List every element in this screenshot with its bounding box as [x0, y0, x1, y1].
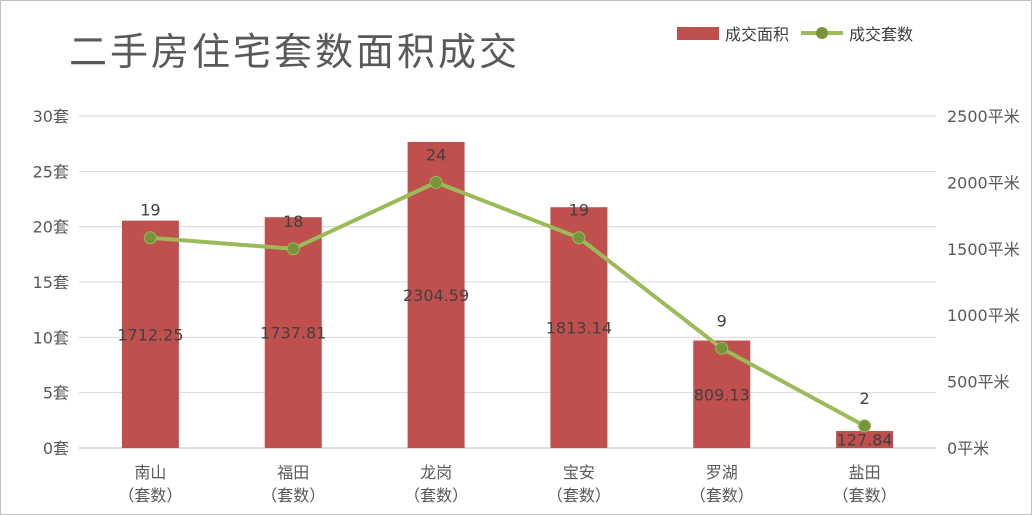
bar-value-label: 1813.14	[546, 319, 612, 338]
y-right-tick-label: 500平米	[947, 373, 1010, 392]
x-tick-label: 盐田	[849, 463, 881, 482]
legend-label-area: 成交面积	[725, 25, 790, 44]
y-right-tick-label: 1000平米	[947, 306, 1020, 325]
bar	[264, 217, 322, 448]
x-tick-sublabel: （套数）	[547, 486, 611, 505]
count-marker	[286, 242, 300, 256]
x-tick-sublabel: （套数）	[261, 486, 325, 505]
legend: 成交面积 成交套数	[677, 21, 925, 45]
count-value-label: 18	[283, 212, 303, 231]
legend-label-count: 成交套数	[849, 25, 914, 44]
y-left-tick-label: 10套	[33, 328, 69, 347]
x-tick-label: 南山	[134, 463, 166, 482]
y-left-tick-label: 5套	[43, 384, 69, 403]
bar-value-label: 1737.81	[260, 324, 326, 343]
count-value-label: 24	[426, 145, 446, 164]
y-right-tick-label: 2000平米	[947, 173, 1020, 192]
chart-title: 二手房住宅套数面积成交	[69, 30, 521, 74]
count-marker	[572, 231, 586, 245]
y-right-tick-label: 0平米	[947, 439, 989, 458]
bar-value-label: 1712.25	[117, 325, 183, 344]
count-marker	[429, 175, 443, 189]
legend-line-swatch	[801, 27, 844, 39]
count-marker	[143, 231, 157, 245]
y-left-tick-label: 20套	[33, 218, 69, 237]
x-tick-sublabel: （套数）	[833, 486, 897, 505]
count-value-label: 19	[140, 201, 160, 220]
legend-bar-swatch	[677, 26, 719, 40]
bar	[836, 431, 894, 448]
x-tick-sublabel: （套数）	[118, 486, 182, 505]
x-tick-label: 宝安	[563, 463, 595, 482]
y-right-tick-label: 1500平米	[947, 240, 1020, 259]
count-marker	[858, 419, 872, 433]
y-left-tick-label: 30套	[33, 107, 69, 126]
legend-item-area: 成交面积	[677, 21, 789, 45]
bar	[550, 207, 608, 448]
x-tick-label: 福田	[277, 463, 309, 482]
x-tick-sublabel: （套数）	[690, 486, 754, 505]
y-left-tick-label: 15套	[33, 273, 69, 292]
x-tick-label: 龙岗	[420, 463, 452, 482]
bar	[121, 220, 179, 448]
count-marker	[715, 341, 729, 355]
y-right-tick-label: 2500平米	[947, 107, 1020, 126]
bar-value-label: 809.13	[694, 385, 750, 404]
x-tick-label: 罗湖	[706, 463, 738, 482]
bar-value-label: 127.84	[837, 431, 893, 450]
bar-value-label: 2304.59	[403, 286, 469, 305]
y-left-tick-label: 25套	[33, 162, 69, 181]
count-line	[150, 180, 866, 428]
y-left-tick-label: 0套	[43, 439, 69, 458]
x-tick-sublabel: （套数）	[404, 486, 468, 505]
legend-item-count: 成交套数	[801, 21, 913, 45]
count-value-label: 19	[569, 201, 589, 220]
count-value-label: 2	[859, 389, 869, 408]
count-value-label: 9	[717, 311, 727, 330]
